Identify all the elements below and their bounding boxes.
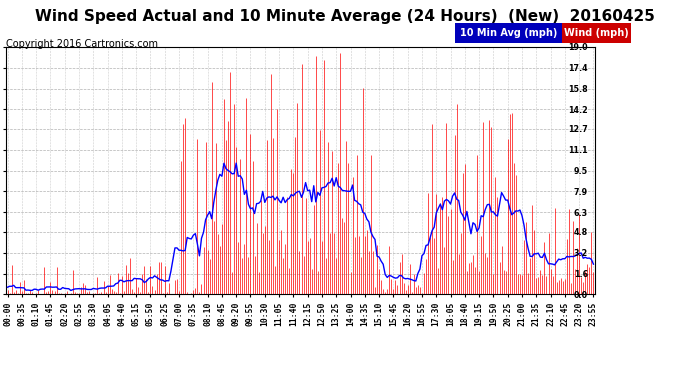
Text: Copyright 2016 Cartronics.com: Copyright 2016 Cartronics.com (6, 39, 157, 50)
Text: 10 Min Avg (mph): 10 Min Avg (mph) (460, 28, 558, 38)
Text: Wind Speed Actual and 10 Minute Average (24 Hours)  (New)  20160425: Wind Speed Actual and 10 Minute Average … (35, 9, 655, 24)
Text: Wind (mph): Wind (mph) (564, 28, 629, 38)
